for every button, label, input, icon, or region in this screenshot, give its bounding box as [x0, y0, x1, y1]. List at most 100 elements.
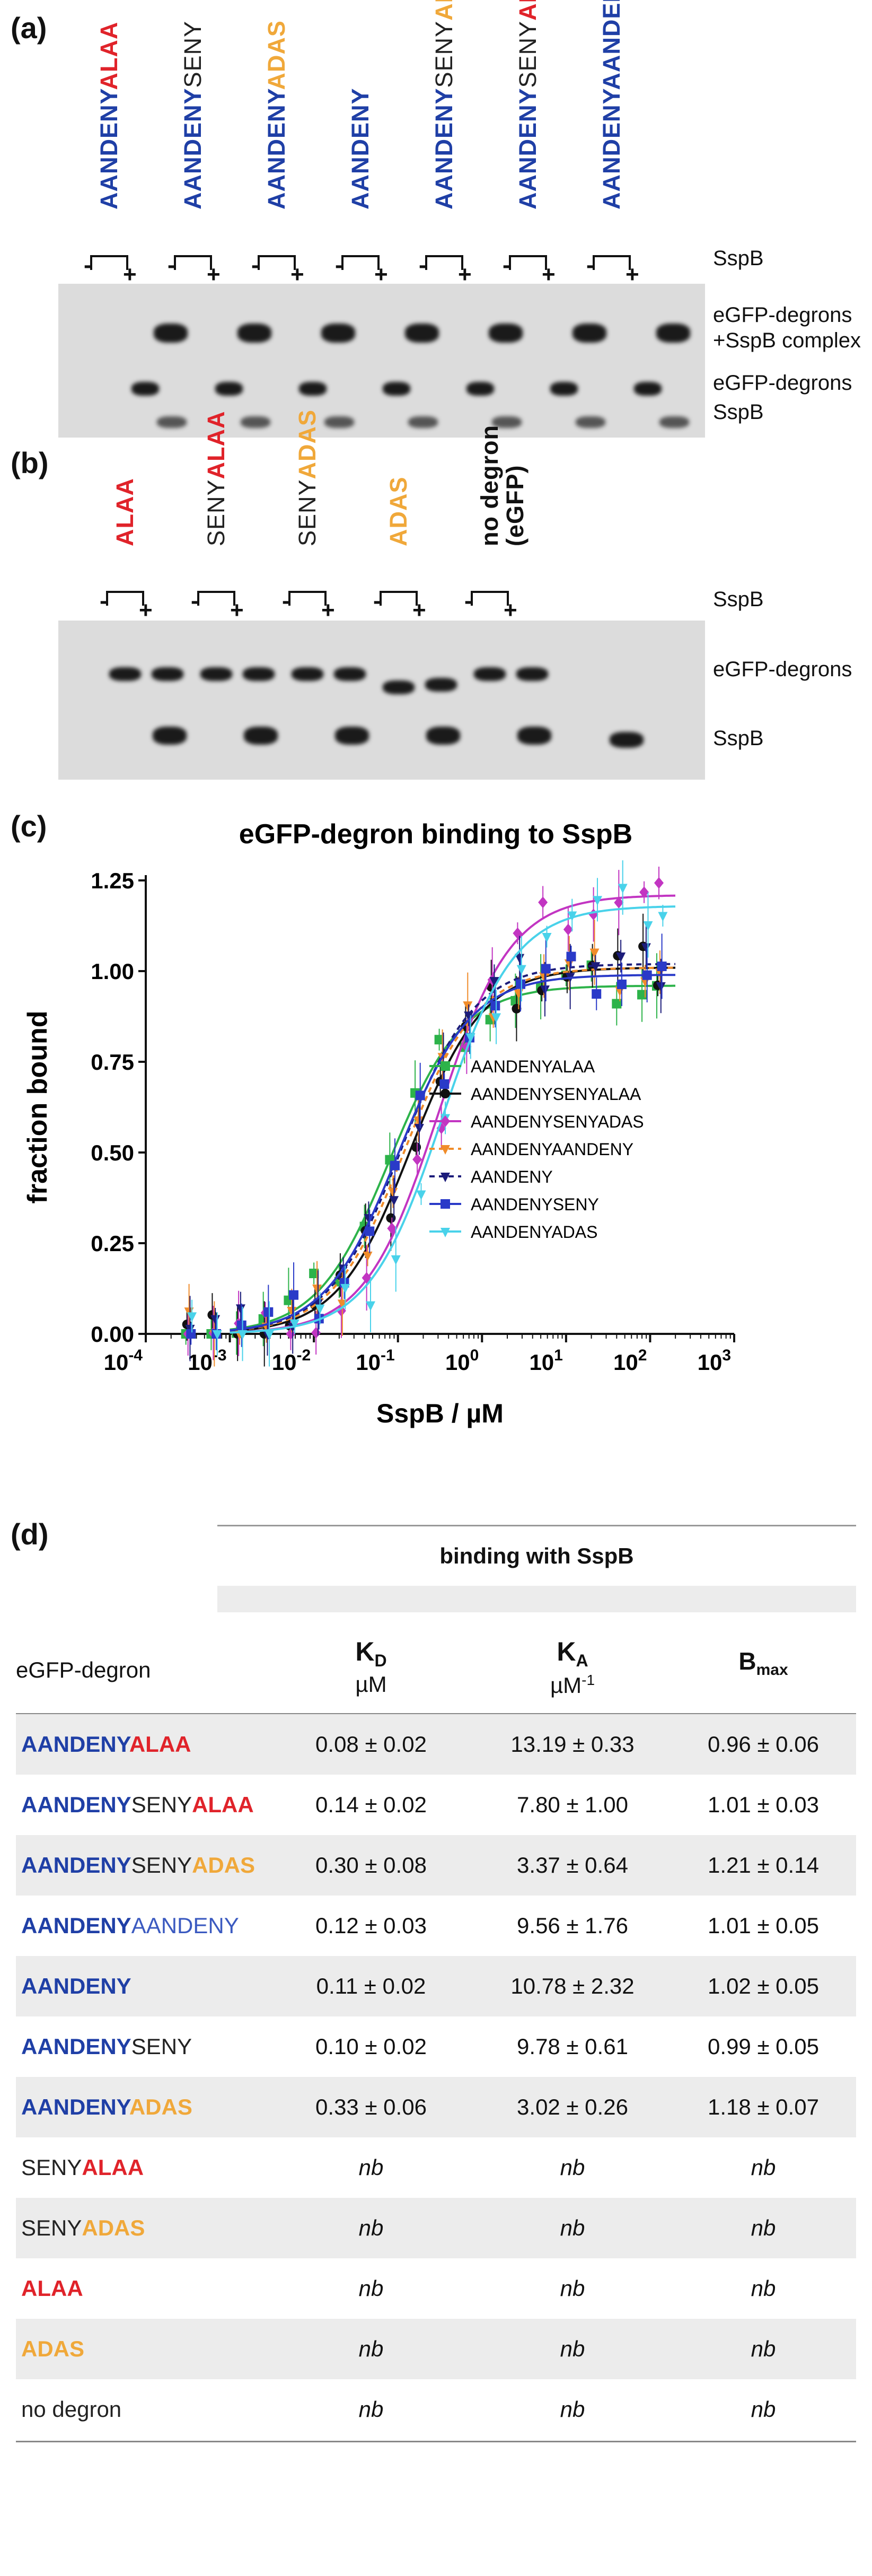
x-tick-base: 10 — [613, 1350, 638, 1375]
text-segment: SENY — [131, 1853, 192, 1878]
text-segment: SENY — [430, 20, 457, 88]
legend-marker — [441, 1228, 450, 1237]
gel-a-complex-label-2: +SspB complex — [713, 329, 861, 352]
text-segment: ADAS — [192, 1853, 256, 1878]
minus-marker: - — [335, 252, 343, 278]
data-point — [490, 1001, 500, 1011]
cell-ka: 7.80 ± 1.00 — [517, 1792, 628, 1817]
gel-band — [516, 667, 548, 681]
gel-a-sspb-row-label: SspB — [713, 247, 764, 270]
lane-bracket — [471, 591, 509, 606]
cell-kd: nb — [358, 2276, 384, 2301]
fit-curve-aandenyseny — [230, 974, 675, 1332]
cell-kd: 0.30 ± 0.08 — [315, 1853, 427, 1878]
data-point — [236, 1320, 246, 1330]
data-point — [616, 979, 627, 989]
data-point — [416, 1190, 426, 1200]
gel-b-degron-label: eGFP-degrons — [713, 658, 852, 681]
x-tick-label: 10-1 — [356, 1347, 394, 1375]
x-tick-exponent: 1 — [554, 1347, 563, 1364]
data-point — [411, 1142, 421, 1152]
data-point — [614, 896, 624, 909]
data-point — [589, 948, 600, 958]
cell-bm: 1.18 ± 0.07 — [708, 2094, 819, 2119]
plus-marker: + — [626, 261, 639, 287]
lane-bracket — [593, 255, 631, 270]
data-point — [657, 961, 667, 971]
x-tick-base: 10 — [356, 1350, 381, 1375]
gel-b-sspb-label: SspB — [713, 727, 764, 750]
table-row: ALAA nb nb nb — [16, 2258, 856, 2319]
cell-ka: 10.78 ± 2.32 — [510, 1974, 635, 1998]
lane-label: AANDENY — [347, 88, 374, 209]
cell-degron: AANDENYSENYADAS — [21, 1835, 255, 1896]
data-point — [512, 1003, 522, 1014]
data-point — [286, 1328, 296, 1340]
table-header-band — [217, 1586, 856, 1612]
gel-band — [157, 416, 187, 428]
cell-ka: 3.37 ± 0.64 — [517, 1853, 628, 1878]
gel-band — [334, 667, 366, 681]
text-segment: AANDENY — [430, 88, 457, 209]
x-tick-label: 10-2 — [272, 1347, 311, 1375]
data-point — [618, 884, 628, 894]
gel-band — [572, 324, 606, 343]
data-point — [309, 1269, 319, 1278]
minus-marker: - — [419, 252, 427, 278]
legend-marker — [441, 1061, 450, 1071]
gel-band — [550, 382, 578, 396]
text-segment: ALAA — [129, 1732, 191, 1757]
x-tick-exponent: -2 — [296, 1347, 311, 1364]
data-point — [643, 921, 653, 931]
data-point — [510, 996, 521, 1006]
text-segment: AANDENY — [21, 1974, 131, 1998]
text-segment: AANDENY — [131, 1913, 239, 1938]
data-point — [434, 1035, 444, 1045]
lane-bracket — [197, 591, 235, 606]
gel-band — [489, 324, 523, 343]
lane-label: AANDENYSENY — [179, 21, 207, 209]
data-point — [567, 911, 577, 921]
text-segment: AANDENY — [21, 1913, 131, 1938]
data-point — [312, 1285, 322, 1295]
x-tick-exponent: -1 — [381, 1347, 395, 1364]
gel-band — [153, 727, 187, 745]
cell-bm: nb — [751, 2215, 776, 2240]
cell-bm: 1.02 ± 0.05 — [708, 1974, 819, 1998]
cell-kd: nb — [358, 2397, 384, 2422]
x-tick-base: 10 — [104, 1350, 129, 1375]
data-point — [639, 886, 649, 898]
lane-label: SENYALAA — [202, 411, 230, 546]
legend-entry: AANDENYSENYADAS — [471, 1112, 644, 1131]
gel-band — [634, 382, 662, 396]
cell-kd: nb — [358, 2155, 384, 2180]
legend-marker — [441, 1089, 450, 1098]
text-segment: ADAS — [294, 409, 321, 479]
plus-marker: + — [542, 261, 556, 287]
x-tick-label: 103 — [698, 1347, 731, 1375]
text-segment: AANDENYAANDENY — [598, 0, 625, 209]
cell-bm: 1.01 ± 0.05 — [708, 1913, 819, 1938]
data-point — [542, 933, 552, 943]
gel-band — [241, 416, 270, 428]
x-tick-exponent: -3 — [213, 1347, 227, 1364]
data-point — [516, 965, 526, 975]
text-segment: ADAS — [263, 20, 290, 90]
x-tick-exponent: 2 — [638, 1347, 647, 1364]
table-col-ka: KA µM-1 — [550, 1637, 595, 1698]
table-row: AANDENYALAA 0.08 ± 0.02 13.19 ± 0.33 0.96 ±… — [16, 1714, 856, 1775]
cell-kd: 0.11 ± 0.02 — [316, 1974, 426, 1998]
table-col-kd: KD µM — [355, 1637, 387, 1697]
data-point — [513, 927, 523, 939]
x-axis-label: SspB / µM — [376, 1399, 504, 1428]
text-segment: AANDENY — [21, 2094, 129, 2119]
table-group-header: binding with SspB — [439, 1543, 634, 1568]
cell-kd: 0.33 ± 0.06 — [315, 2094, 427, 2119]
data-point — [289, 1290, 299, 1300]
gel-band — [243, 667, 275, 681]
cell-bm: 0.99 ± 0.05 — [708, 2034, 819, 2059]
y-tick-label: 1.25 — [91, 868, 134, 893]
binding-chart: eGFP-degron binding to SspB 0.00 0.25 0.50 0… — [22, 819, 735, 1428]
lane-bracket — [380, 591, 418, 606]
cell-degron: SENYADAS — [21, 2198, 145, 2258]
